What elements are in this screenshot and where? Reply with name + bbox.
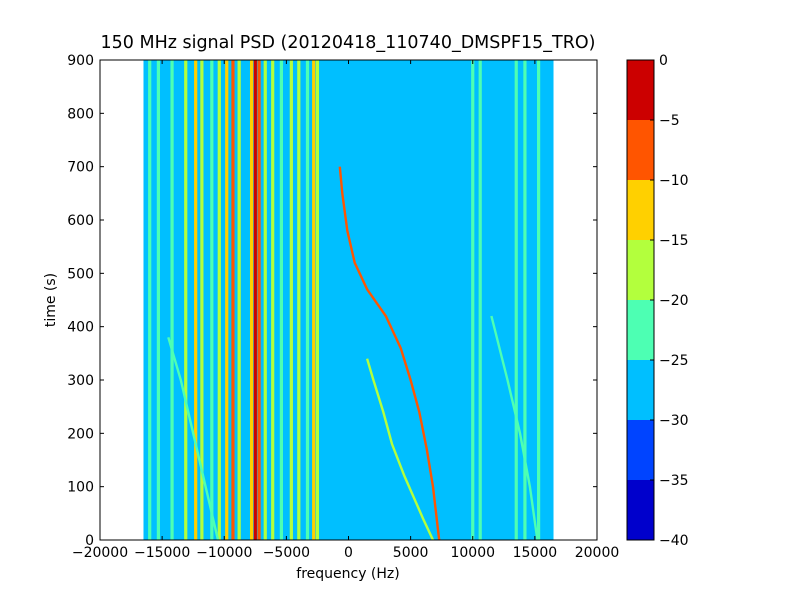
x-tick-label: −15000 — [134, 545, 190, 561]
constant-line — [263, 60, 267, 540]
doppler-trace — [167, 336, 220, 540]
heatmap-field — [143, 60, 554, 540]
constant-line — [478, 60, 482, 540]
colorbar-tick-label: 0 — [659, 53, 668, 69]
y-tick-label: 700 — [67, 160, 94, 176]
constant-line — [156, 60, 160, 540]
constant-line — [217, 60, 221, 540]
colorbar-tick-label: −10 — [659, 173, 689, 189]
colorbar-tick-label: −35 — [659, 473, 689, 489]
chart-title: 150 MHz signal PSD (20120418_110740_DMSP… — [101, 33, 596, 53]
constant-line — [305, 60, 310, 540]
colorbar-tick-label: −15 — [659, 233, 689, 249]
constant-line — [289, 60, 293, 540]
x-tick-label: 0 — [344, 545, 353, 561]
constant-line — [312, 60, 316, 540]
y-axis-label: time (s) — [43, 273, 59, 327]
colorbar-tick-label: −25 — [659, 353, 689, 369]
constant-line — [170, 60, 174, 540]
y-tick-label: 500 — [67, 266, 94, 282]
x-tick-label: 5000 — [393, 545, 429, 561]
constant-line — [271, 60, 275, 540]
colorbar-segment — [627, 300, 654, 360]
heatmap — [100, 60, 597, 540]
constant-line — [257, 60, 261, 540]
x-tick-label: 20000 — [575, 545, 620, 561]
colorbar-segment — [627, 180, 654, 240]
colorbar: −40 −35 −30 −25 −20 −15 −10 −5 0 — [626, 53, 689, 549]
colorbar-tick-label: −30 — [659, 413, 689, 429]
colorbar-segment — [627, 360, 654, 420]
constant-line — [210, 60, 214, 540]
colorbar-tick-label: −5 — [659, 113, 680, 129]
y-tick-label: 200 — [67, 426, 94, 442]
x-tick-label: −10000 — [196, 545, 252, 561]
constant-line — [184, 60, 188, 540]
y-tick-label: 800 — [67, 106, 94, 122]
constant-line — [523, 60, 527, 540]
constant-line — [471, 60, 475, 540]
constant-line — [148, 60, 152, 540]
constant-line — [200, 60, 204, 540]
colorbar-segment — [627, 240, 654, 300]
constant-line — [194, 60, 198, 540]
y-tick-label: 400 — [67, 320, 94, 336]
x-axis: −20000 −15000 −10000 −5000 0 5000 10000 15000 20… — [72, 60, 619, 561]
y-tick-label: 100 — [67, 480, 94, 496]
x-axis-label: frequency (Hz) — [296, 566, 399, 582]
colorbar-segment — [627, 420, 654, 480]
colorbar-tick-label: −40 — [659, 533, 689, 549]
constant-line — [231, 60, 235, 540]
doppler-trace — [365, 358, 435, 540]
colorbar-segment — [627, 120, 654, 180]
constant-line — [315, 60, 320, 540]
doppler-trace — [338, 166, 441, 540]
y-tick-label: 600 — [67, 213, 94, 229]
constant-line — [279, 60, 284, 540]
x-tick-label: 15000 — [513, 545, 558, 561]
y-axis: 0 100 200 300 400 500 600 700 800 900 — [67, 53, 597, 549]
constant-line — [297, 60, 301, 540]
colorbar-segment — [627, 60, 654, 120]
constant-line — [514, 60, 518, 540]
x-tick-label: −20000 — [72, 545, 128, 561]
constant-line — [249, 60, 254, 540]
constant-line — [237, 60, 241, 540]
colorbar-segment — [627, 480, 654, 540]
y-tick-label: 0 — [85, 533, 94, 549]
x-tick-label: −5000 — [263, 545, 310, 561]
constant-line — [537, 60, 541, 540]
constant-line — [253, 60, 257, 540]
colorbar-tick-label: −20 — [659, 293, 689, 309]
plot-area — [99, 59, 598, 541]
y-tick-label: 900 — [67, 53, 94, 69]
constant-line — [225, 60, 229, 540]
x-tick-label: 10000 — [450, 545, 495, 561]
doppler-trace — [490, 315, 539, 540]
y-tick-label: 300 — [67, 373, 94, 389]
